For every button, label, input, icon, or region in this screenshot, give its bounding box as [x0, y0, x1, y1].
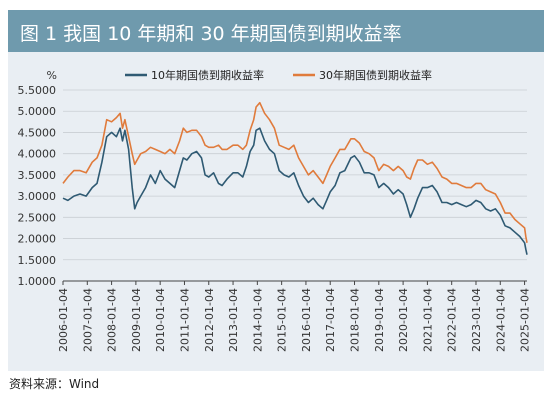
x-tick-label: 2021-01-04 [421, 288, 434, 352]
x-tick-label: 2015-01-04 [276, 288, 289, 352]
x-tick-label: 2008-01-04 [106, 288, 119, 352]
series-line-0 [62, 127, 528, 255]
y-tick-label: 2.5000 [18, 211, 57, 224]
x-tick-label: 2018-01-04 [349, 288, 362, 352]
x-tick-label: 2023-01-04 [470, 288, 483, 352]
y-axis-unit-label: % [47, 69, 57, 82]
y-tick-label: 3.0000 [18, 190, 57, 203]
series-line-1 [62, 101, 528, 243]
figure-title: 图 1 我国 10 年期和 30 年期国债到期收益率 [20, 23, 402, 45]
x-tick-label: 2007-01-04 [81, 288, 94, 352]
source-note: 资料来源：Wind [9, 377, 100, 391]
figure-panel: 图 1 我国 10 年期和 30 年期国债到期收益率 [8, 10, 544, 371]
x-tick-label: 2010-01-04 [154, 288, 167, 352]
y-tick-label: 4.5000 [18, 126, 57, 139]
legend-label-1: 30年期国债到期收益率 [319, 68, 432, 82]
y-tick-label: 5.5000 [18, 84, 57, 97]
x-tick-label: 2016-01-04 [300, 288, 313, 352]
x-tick-label: 2009-01-04 [130, 288, 143, 352]
y-tick-label: 3.5000 [18, 169, 57, 182]
y-tick-label: 1.5000 [18, 254, 57, 267]
x-tick-label: 2012-01-04 [203, 288, 216, 352]
series-lines [62, 101, 528, 255]
x-tick-label: 2020-01-04 [397, 288, 410, 352]
y-axis: 1.0000 1.5000 2.0000 2.5000 3.0000 3.5000 4.00… [18, 84, 57, 288]
y-tick-label: 5.0000 [18, 105, 57, 118]
x-tick-label: 2006-01-04 [57, 288, 70, 352]
legend-label-0: 10年期国债到期收益率 [151, 68, 264, 82]
x-tick-label: 2025-01-04 [519, 288, 532, 352]
figure-title-bar: 图 1 我国 10 年期和 30 年期国债到期收益率 [8, 10, 544, 52]
x-tick-label: 2014-01-04 [251, 288, 264, 352]
x-axis: 2006-01-04 2007-01-04 2008-01-04 2009-01-04… [57, 281, 532, 352]
x-tick-label: 2013-01-04 [227, 288, 240, 352]
legend: 10年期国债到期收益率 30年期国债到期收益率 [125, 68, 432, 82]
x-tick-label: 2017-01-04 [324, 288, 337, 352]
x-tick-label: 2019-01-04 [373, 288, 386, 352]
x-tick-label: 2011-01-04 [178, 288, 191, 352]
y-tick-label: 1.0000 [18, 275, 57, 288]
x-tick-label: 2024-01-04 [494, 288, 507, 352]
y-tick-label: 4.0000 [18, 148, 57, 161]
y-tick-label: 2.0000 [18, 233, 57, 246]
x-tick-label: 2022-01-04 [446, 288, 459, 352]
